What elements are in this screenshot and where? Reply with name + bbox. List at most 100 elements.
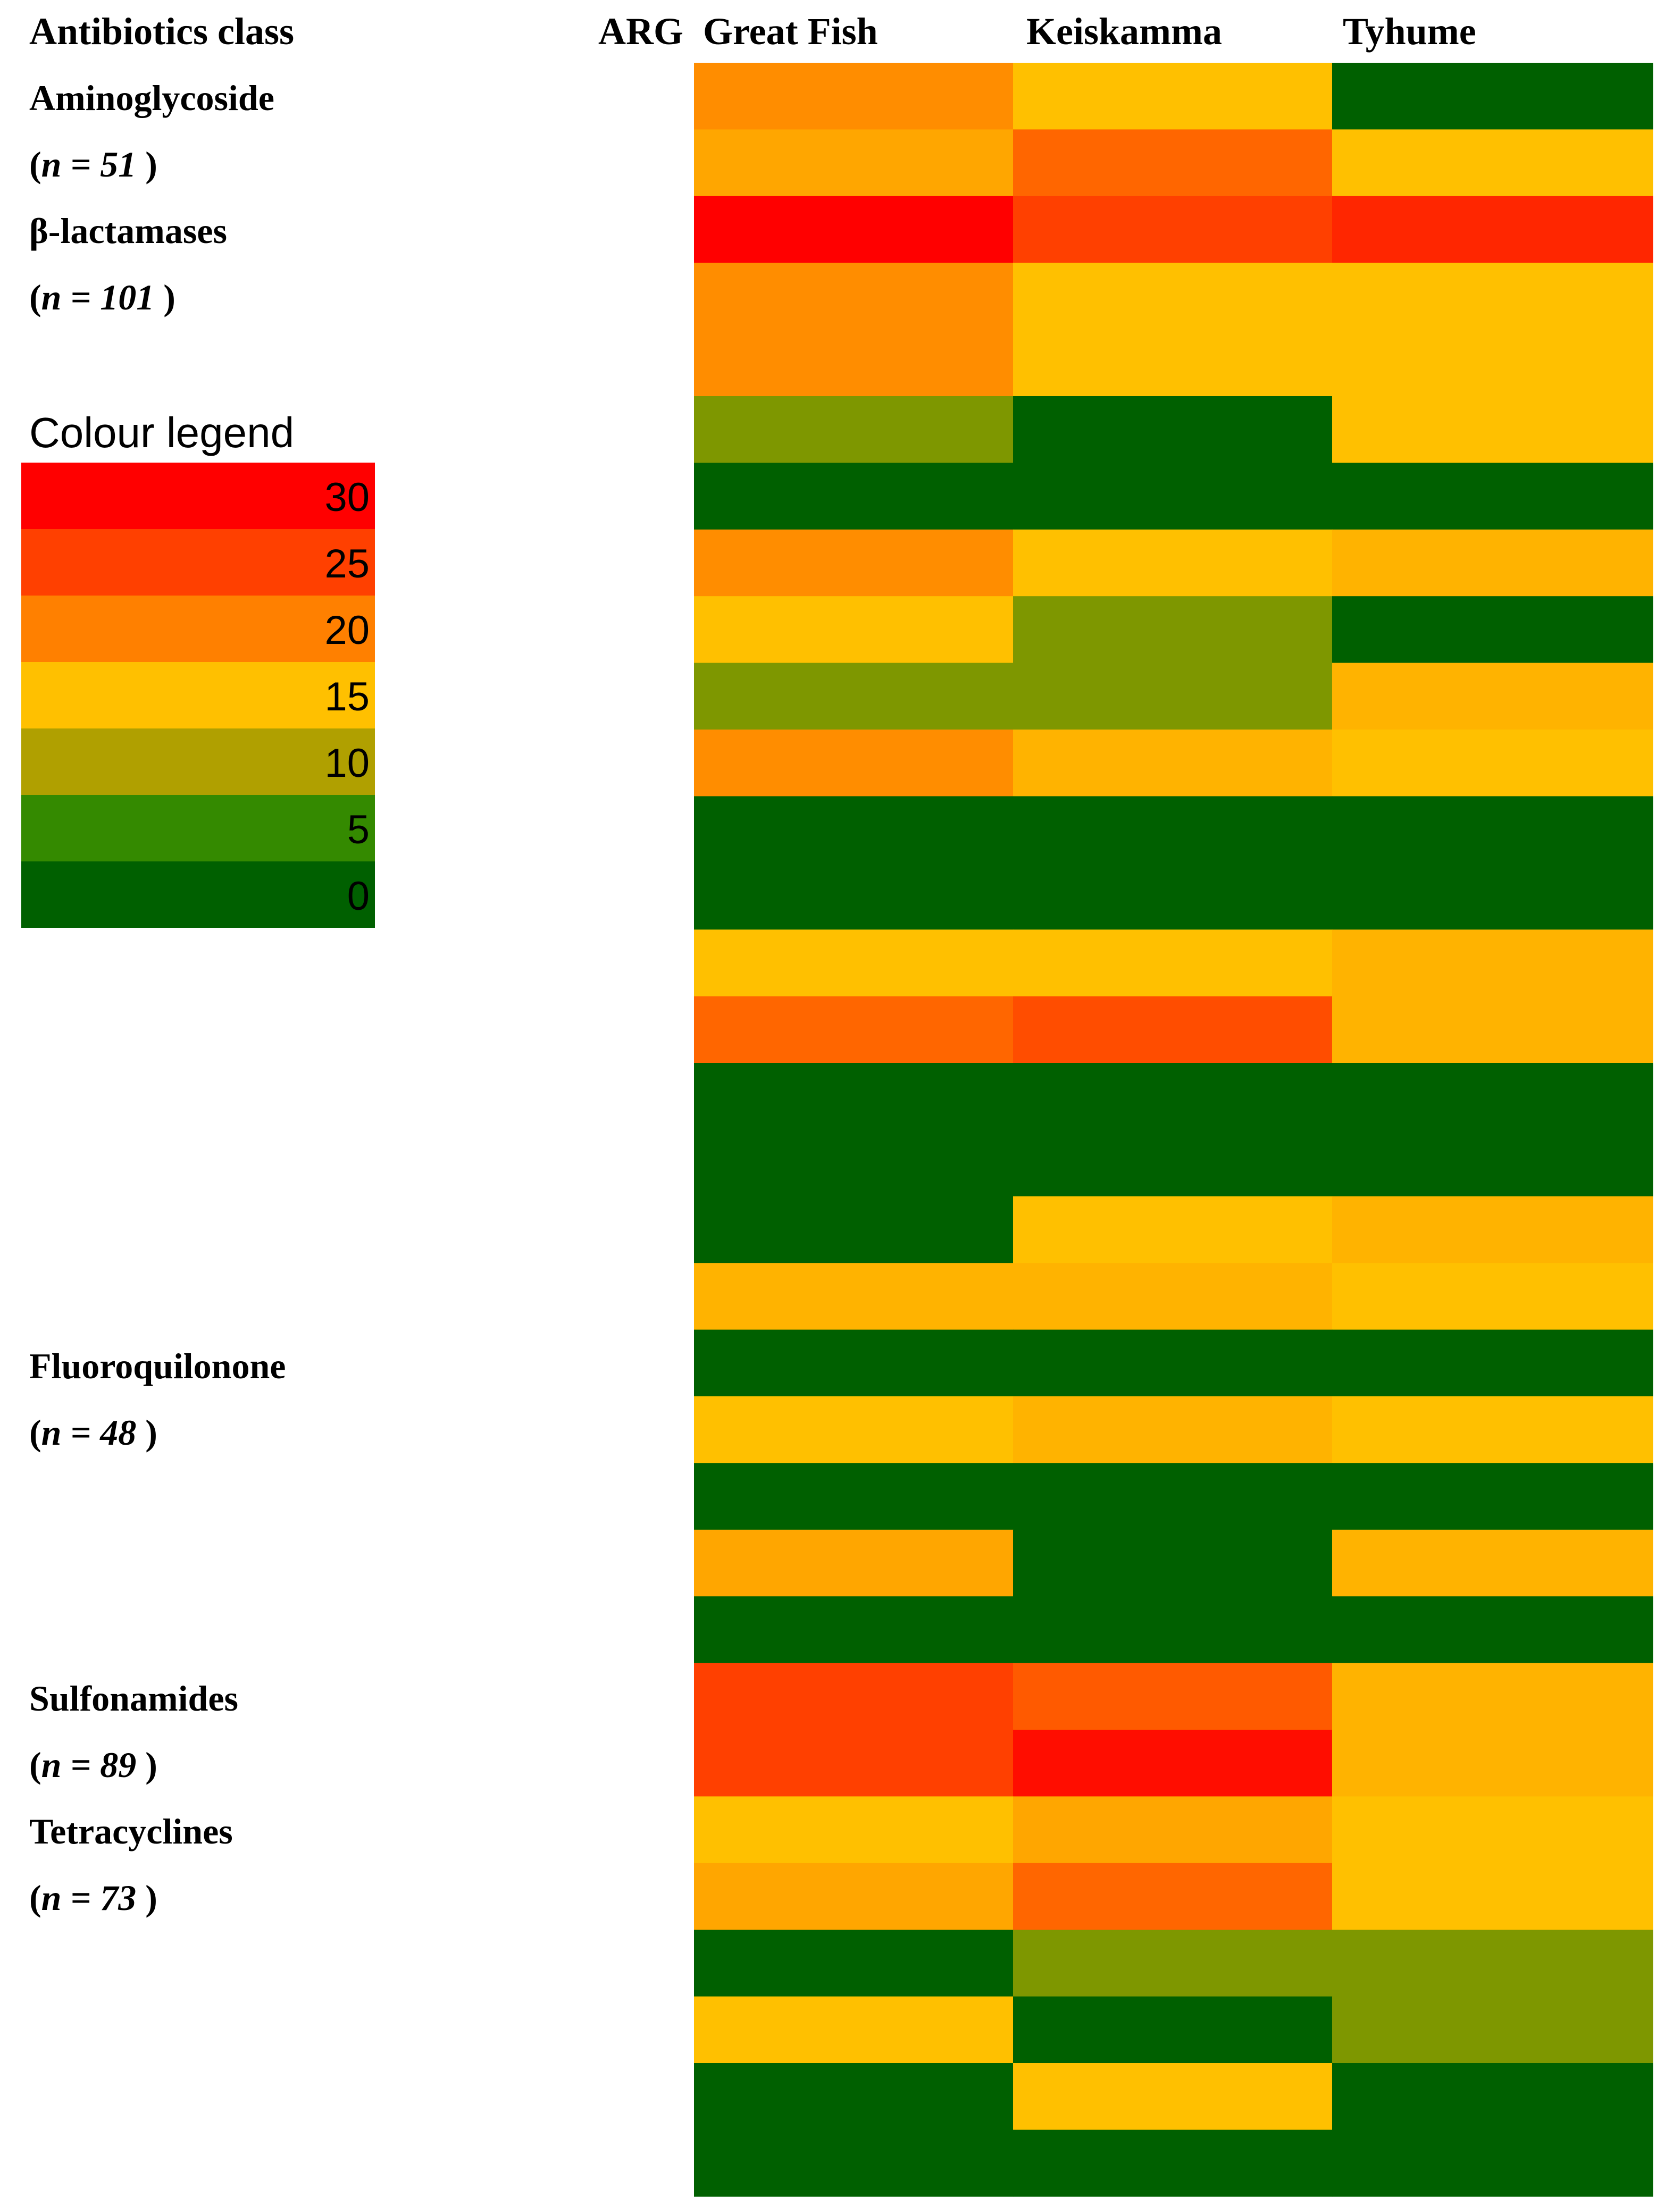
heatmap-cell-bla-ctx-m-8--25-keiskamma [1013, 529, 1333, 597]
heatmap-cell-qnrc-keiskamma [1013, 1463, 1333, 1530]
heatmap-cell-bla-shv-keiskamma [1013, 263, 1333, 330]
heatmap-cell-bla-oxa-23-tyhume [1332, 796, 1653, 864]
heatmap-cell-bla-oxa-23-keiskamma [1013, 796, 1333, 864]
heatmap-cell-tet-a-keiskamma [1013, 1796, 1333, 1864]
heatmap-cell-aphai-tyhume [1332, 63, 1653, 130]
heatmap-cell-bla-ctx-m-8--25-tyhume [1332, 529, 1653, 597]
heatmap-cell-qnrc-great-fish [694, 1463, 1014, 1530]
heatmap-cell-bla-ctx-m-1-great-fish [694, 329, 1014, 397]
heatmap-cell-bla-shv-great-fish [694, 263, 1014, 330]
header-keiskamma: Keiskamma [1026, 10, 1222, 53]
heatmap-cell-qnrc-tyhume [1332, 1463, 1653, 1530]
heatmap-cell-bla-ctx-m-2-tyhume [1332, 396, 1653, 463]
heatmap-cell-bla-shv-tyhume [1332, 263, 1653, 330]
heatmap-cell-bla-vim-great-fish [694, 1129, 1014, 1197]
heatmap-cell-sul2-tyhume [1332, 1730, 1653, 1797]
heatmap-cell-qnrd-great-fish [694, 1529, 1014, 1597]
heatmap-cell-bla-ctx-m-9-keiskamma [1013, 463, 1333, 530]
legend-title: Colour legend [29, 409, 295, 456]
class-fluoroquilonone-n: (n = 48 ) [29, 1412, 157, 1453]
class-fluoroquilonone: Fluoroquilonone [29, 1346, 286, 1386]
heatmap-cell-bla-kpc-great-fish [694, 1263, 1014, 1330]
heatmap-cell-bla-oxa-58-keiskamma [1013, 1063, 1333, 1130]
heatmap-cell-bla-oxa-51-tyhume [1332, 996, 1653, 1063]
heatmap-cell-bla-ges-keiskamma [1013, 730, 1333, 797]
heatmap-cell-bla-imp-keiskamma [1013, 1196, 1333, 1263]
legend-value: 25 [324, 541, 370, 586]
legend-swatch: 15 [21, 662, 375, 728]
heatmap-cell-bla-oxa-51-great-fish [694, 996, 1014, 1063]
heatmap-cell-bla-ctx-m-1-keiskamma [1013, 329, 1333, 397]
heatmap-cell-apha2-great-fish [694, 129, 1014, 197]
header-tyhume: Tyhume [1343, 10, 1476, 53]
heatmap-cell-bla-veb-keiskamma [1013, 663, 1333, 730]
heatmap-cell-bla-vim-tyhume [1332, 1129, 1653, 1197]
heatmap-cell-tet-o-tyhume [1332, 2130, 1653, 2197]
heatmap-cell-sul2-great-fish [694, 1730, 1014, 1797]
legend-swatch: 0 [21, 861, 375, 928]
class-sulfonamides-n: (n = 89 ) [29, 1745, 157, 1785]
heatmap-cell-bla-vim-keiskamma [1013, 1129, 1333, 1197]
heatmap-cell-tet-b-keiskamma [1013, 1863, 1333, 1930]
heatmap-cell-qnra-keiskamma [1013, 1329, 1333, 1397]
heatmap-cell-tet-o-keiskamma [1013, 2130, 1333, 2197]
heatmap-cell-bla-ges-great-fish [694, 730, 1014, 797]
heatmap-cell-sul1-keiskamma [1013, 1663, 1333, 1730]
heatmap-cell-apha2-keiskamma [1013, 129, 1333, 197]
class-tetracyclines: Tetracyclines [29, 1811, 233, 1851]
heatmap-cell-sul1-tyhume [1332, 1663, 1653, 1730]
heatmap-cell-bla-kpc-tyhume [1332, 1263, 1653, 1330]
heatmap-cell-bla-ctx-m-2-great-fish [694, 396, 1014, 463]
heatmap-cell-qnra-great-fish [694, 1329, 1014, 1397]
heatmap-cell-bla-per-tyhume [1332, 596, 1653, 664]
class-beta-lactamases-n: (n = 101 ) [29, 277, 175, 317]
heatmap-cell-aphai-great-fish [694, 63, 1014, 130]
heatmap-cell-bla-oxa-40-tyhume [1332, 862, 1653, 930]
heatmap-cell-sul2-keiskamma [1013, 1730, 1333, 1797]
heatmap-cell-qnrb-great-fish [694, 1396, 1014, 1463]
heatmap-cell-tet-b-tyhume [1332, 1863, 1653, 1930]
heatmap-cell-bla-oxa-51-keiskamma [1013, 996, 1333, 1063]
class-sulfonamides: Sulfonamides [29, 1678, 238, 1719]
heatmap-cell-bla-oxa-40-great-fish [694, 862, 1014, 930]
heatmap-cell-tet-c-great-fish [694, 1930, 1014, 1997]
legend-value: 0 [347, 874, 370, 919]
heatmap-cell-bla-oxa-40-keiskamma [1013, 862, 1333, 930]
heatmap-cell-bla-oxa-48-great-fish [694, 929, 1014, 997]
colour-legend: 30 25 20 15 10 5 0 [21, 463, 375, 928]
heatmap-cell-tet-c-keiskamma [1013, 1930, 1333, 1997]
heatmap-cell-tet-m-tyhume [1332, 2063, 1653, 2130]
heatmap-cell-bla-oxa-58-great-fish [694, 1063, 1014, 1130]
heatmap-cell-tet-l-keiskamma [1013, 1996, 1333, 2064]
legend-swatch: 30 [21, 463, 375, 529]
heatmap-cell-bla-imp-great-fish [694, 1196, 1014, 1263]
header-arg: ARG [598, 10, 683, 53]
heatmap-cell-bla-ctx-m-9-great-fish [694, 463, 1014, 530]
heatmap-cell-tet-a-tyhume [1332, 1796, 1653, 1864]
heatmap-cell-qnrb-keiskamma [1013, 1396, 1333, 1463]
heatmap-cell-qnrs-keiskamma [1013, 1596, 1333, 1664]
heatmap-cell-qnrs-great-fish [694, 1596, 1014, 1664]
heatmap-cell-aphai-keiskamma [1013, 63, 1333, 130]
heatmap-cell-qnrd-keiskamma [1013, 1529, 1333, 1597]
heatmap-cell-bla-kpc-keiskamma [1013, 1263, 1333, 1330]
heatmap-cell-tet-l-great-fish [694, 1996, 1014, 2064]
legend-swatch: 10 [21, 728, 375, 795]
heatmap-cell-bla-veb-tyhume [1332, 663, 1653, 730]
legend-value: 15 [324, 674, 370, 719]
heatmap-cell-bla-imp-tyhume [1332, 1196, 1653, 1263]
heatmap-cell-bla-tem-keiskamma [1013, 196, 1333, 263]
heatmap-cell-qnra-tyhume [1332, 1329, 1653, 1397]
class-beta-lactamases: β-lactamases [29, 211, 227, 251]
legend-swatch: 25 [21, 529, 375, 596]
heatmap-cell-qnrs-tyhume [1332, 1596, 1653, 1664]
class-aminoglycoside-n: (n = 51 ) [29, 144, 157, 185]
heatmap-cell-bla-oxa-23-great-fish [694, 796, 1014, 864]
heatmap-cell-tet-l-tyhume [1332, 1996, 1653, 2064]
header-great-fish: Great Fish [703, 10, 878, 53]
heatmap-cell-apha2-tyhume [1332, 129, 1653, 197]
heatmap-cell-bla-oxa-58-tyhume [1332, 1063, 1653, 1130]
heatmap-cell-sul1-great-fish [694, 1663, 1014, 1730]
